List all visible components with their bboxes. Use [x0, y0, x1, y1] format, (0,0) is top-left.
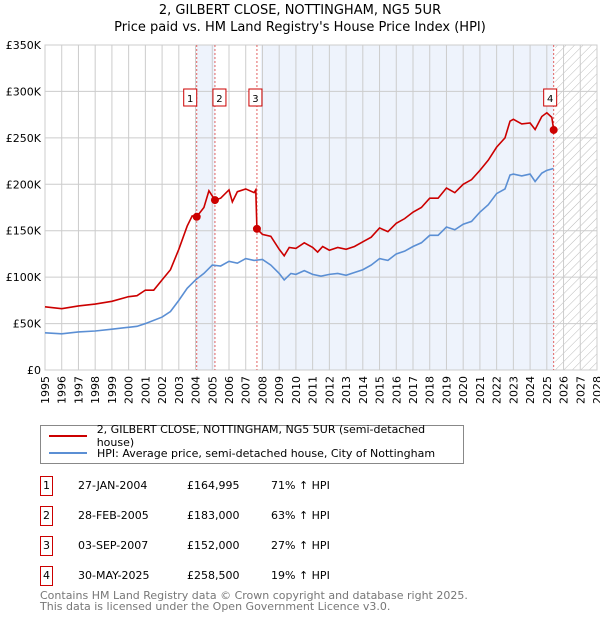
sale-price: £164,995: [187, 479, 240, 492]
x-tick-label: 2002: [156, 376, 169, 404]
x-tick-label: 2008: [256, 376, 269, 404]
legend-item-property: 2, GILBERT CLOSE, NOTTINGHAM, NG5 5UR (s…: [49, 423, 463, 449]
sale-price: £183,000: [187, 509, 240, 522]
x-tick-label: 2007: [240, 376, 253, 404]
x-tick-label: 2004: [190, 376, 203, 404]
x-tick-label: 1997: [72, 376, 85, 404]
sale-label: 4: [547, 94, 553, 105]
x-tick-label: 2017: [407, 376, 420, 404]
x-tick-label: 2028: [591, 376, 600, 404]
sale-date: 30-MAY-2025: [78, 569, 150, 582]
sale-point: [210, 196, 219, 205]
footer: Contains HM Land Registry data © Crown c…: [40, 590, 468, 612]
sale-date: 03-SEP-2007: [78, 539, 149, 552]
x-tick-label: 2021: [474, 376, 487, 404]
y-tick-label: £0: [27, 364, 41, 377]
sale-label: 3: [252, 94, 258, 105]
sale-label-box: [212, 88, 227, 107]
sale-date: 27-JAN-2004: [78, 479, 148, 492]
x-tick-label: 2003: [173, 376, 186, 404]
x-tick-label: 1996: [56, 376, 69, 404]
x-tick-label: 1995: [39, 376, 52, 404]
hpi-line: [44, 167, 554, 335]
red-line-swatch: [49, 435, 87, 437]
hpi-change: 63% ↑ HPI: [271, 509, 330, 522]
sale-point: [252, 224, 261, 233]
y-tick-label: £200K: [6, 178, 42, 191]
y-tick-label: £50K: [13, 318, 42, 331]
x-tick-label: 2013: [340, 376, 353, 404]
x-tick-label: 2011: [307, 376, 320, 404]
property-price-line: [44, 111, 555, 310]
x-tick-label: 2019: [440, 376, 453, 404]
y-tick-label: £300K: [6, 85, 42, 98]
legend-label: 2, GILBERT CLOSE, NOTTINGHAM, NG5 5UR (s…: [96, 423, 426, 449]
plot-frame: [44, 44, 598, 371]
blue-line-swatch: [49, 452, 87, 454]
hpi-change: 71% ↑ HPI: [271, 479, 330, 492]
x-tick-label: 2015: [374, 376, 387, 404]
footer-line-2: This data is licensed under the Open Gov…: [40, 600, 391, 613]
shaded-period: [260, 45, 554, 370]
hpi-change: 27% ↑ HPI: [271, 539, 330, 552]
hpi-change: 19% ↑ HPI: [271, 569, 330, 582]
x-tick-label: 2023: [507, 376, 520, 404]
future-hatch: [555, 45, 597, 370]
y-tick-label: £250K: [6, 132, 42, 145]
x-tick-label: 2022: [491, 376, 504, 404]
sale-label: 2: [216, 94, 222, 105]
x-tick-label: 1999: [106, 376, 119, 404]
y-tick-label: £350K: [6, 39, 42, 52]
sale-date: 28-FEB-2005: [78, 509, 149, 522]
x-tick-label: 2010: [290, 376, 303, 404]
legend-item-hpi: HPI: Average price, semi-detached house,…: [49, 445, 435, 461]
x-tick-label: 2026: [558, 376, 571, 404]
x-tick-label: 2012: [323, 376, 336, 404]
x-tick-label: 1998: [89, 376, 102, 404]
sale-label: 1: [187, 94, 193, 105]
x-tick-label: 2016: [390, 376, 403, 404]
x-tick-label: 2000: [123, 376, 136, 404]
legend-label: HPI: Average price, semi-detached house,…: [97, 446, 436, 460]
sale-number-badge: 4: [40, 566, 53, 586]
x-tick-label: 2014: [357, 376, 370, 404]
x-tick-label: 2025: [541, 376, 554, 404]
sale-number-badge: 2: [40, 506, 53, 526]
sale-point: [549, 125, 558, 134]
x-tick-label: 2027: [574, 376, 587, 404]
footer-line-1: Contains HM Land Registry data © Crown c…: [40, 589, 468, 602]
x-tick-label: 2024: [524, 376, 537, 404]
x-tick-label: 2001: [139, 376, 152, 404]
sale-label-box: [248, 88, 263, 107]
chart-subtitle: Price paid vs. HM Land Registry's House …: [114, 20, 486, 35]
x-tick-label: 2005: [206, 376, 219, 404]
sale-number-badge: 1: [40, 476, 53, 496]
x-tick-label: 2006: [223, 376, 236, 404]
sale-label-box: [183, 88, 198, 107]
shaded-period: [196, 45, 215, 370]
sale-label-box: [543, 88, 558, 107]
x-tick-label: 2009: [273, 376, 286, 404]
sale-point: [192, 212, 201, 221]
x-tick-label: 2020: [457, 376, 470, 404]
sale-price: £258,500: [187, 569, 240, 582]
x-tick-label: 2018: [424, 376, 437, 404]
sale-number-badge: 3: [40, 536, 53, 556]
y-tick-label: £100K: [6, 271, 42, 284]
legend: 2, GILBERT CLOSE, NOTTINGHAM, NG5 5UR (s…: [40, 423, 464, 464]
price-chart: 1995 1996 1997 1998 1999 2000 2001 2002 2003 2004…: [6, 39, 600, 404]
y-tick-label: £150K: [6, 225, 42, 238]
sale-price: £152,000: [187, 539, 240, 552]
chart-title: 2, GILBERT CLOSE, NOTTINGHAM, NG5 5UR: [158, 3, 442, 18]
